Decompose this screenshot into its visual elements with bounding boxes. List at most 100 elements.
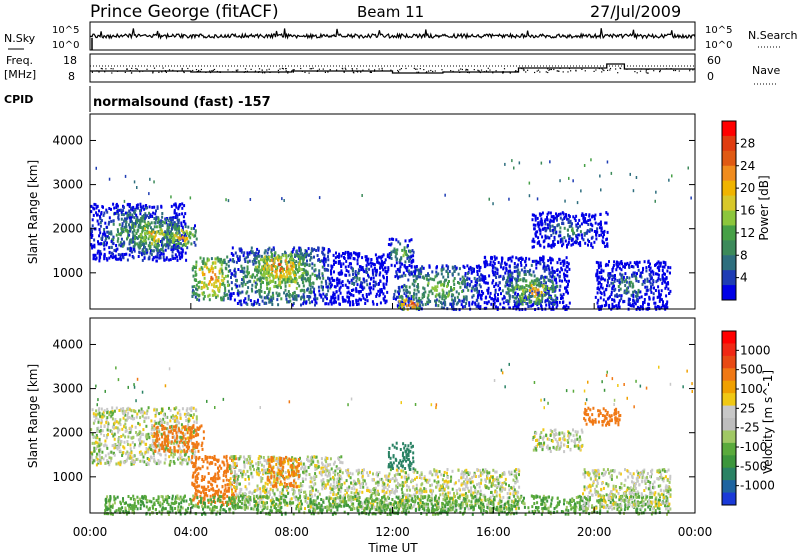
heatmap-cell (440, 306, 443, 310)
heatmap-cell (447, 272, 450, 276)
heatmap-cell (571, 222, 573, 226)
heatmap-cell (106, 421, 109, 425)
heatmap-cell (583, 164, 586, 167)
heatmap-cell (333, 278, 336, 282)
heatmap-cell (378, 261, 381, 265)
heatmap-cell (369, 288, 372, 292)
heatmap-cell (241, 270, 244, 273)
heatmap-cell (122, 256, 125, 260)
heatmap-cell (586, 229, 589, 233)
heatmap-cell (477, 304, 480, 308)
heatmap-cell (133, 417, 136, 421)
heatmap-cell (182, 239, 185, 242)
heatmap-cell (156, 253, 159, 257)
heatmap-cell (144, 222, 147, 226)
heatmap-cell (127, 202, 130, 206)
heatmap-cell (624, 262, 627, 266)
heatmap-cell (211, 270, 214, 274)
heatmap-cell (358, 254, 361, 258)
heatmap-cell (154, 233, 157, 237)
heatmap-cell (219, 267, 222, 271)
nave-dot (477, 69, 479, 71)
heatmap-cell (369, 261, 372, 265)
heatmap-cell (312, 281, 315, 285)
heatmap-cell (191, 267, 194, 271)
heatmap-cell (541, 284, 544, 287)
heatmap-cell (658, 299, 661, 303)
heatmap-cell (422, 286, 425, 290)
heatmap-cell (133, 246, 136, 249)
heatmap-cell (356, 258, 359, 262)
heatmap-cell (349, 303, 352, 307)
heatmap-cell (293, 294, 296, 298)
heatmap-cell (324, 260, 327, 264)
heatmap-cell (126, 247, 129, 251)
heatmap-cell (120, 244, 123, 248)
heatmap-cell (176, 224, 179, 228)
heatmap-cell (168, 223, 171, 227)
heatmap-cell (275, 275, 278, 278)
heatmap-cell (410, 295, 413, 298)
heatmap-cell (163, 235, 166, 239)
nave-dot (254, 70, 257, 72)
heatmap-cell (272, 263, 275, 267)
heatmap-cell (256, 300, 259, 304)
heatmap-cell (291, 295, 294, 299)
heatmap-cell (620, 294, 623, 298)
heatmap-cell (535, 259, 538, 263)
heatmap-cell (444, 301, 447, 304)
heatmap-cell (309, 258, 312, 262)
heatmap-cell (202, 297, 205, 301)
heatmap-cell (562, 212, 565, 216)
heatmap-cell (525, 284, 528, 288)
heatmap-cell (95, 430, 98, 434)
heatmap-cell (435, 274, 438, 278)
heatmap-cell (596, 291, 599, 295)
heatmap-cell (159, 452, 161, 456)
heatmap-cell (125, 452, 127, 456)
heatmap-cell (143, 220, 146, 223)
heatmap-cell (405, 290, 408, 294)
heatmap-cell (598, 271, 601, 275)
nave-dot (653, 70, 655, 72)
heatmap-cell (115, 211, 118, 215)
heatmap-cell (403, 246, 406, 250)
heatmap-cell (257, 269, 260, 273)
nave-dot (678, 70, 680, 72)
heatmap-cell (111, 241, 114, 245)
heatmap-cell (157, 442, 160, 445)
heatmap-cell (309, 284, 312, 288)
heatmap-cell (289, 299, 292, 303)
heatmap-cell (119, 232, 122, 236)
heatmap-cell (266, 251, 269, 255)
heatmap-cell (654, 199, 656, 203)
heatmap-cell (665, 294, 668, 298)
heatmap-cell (409, 306, 412, 310)
heatmap-cell (258, 249, 260, 253)
heatmap-cell (532, 245, 535, 249)
heatmap-cell (465, 295, 468, 299)
heatmap-cell (472, 294, 475, 298)
heatmap-cell (304, 277, 307, 281)
heatmap-cell (145, 224, 148, 228)
heatmap-cell (193, 285, 196, 288)
nave-dot (553, 68, 555, 71)
heatmap-cell (571, 229, 574, 233)
heatmap-cell (485, 306, 488, 310)
heatmap-cell (652, 278, 655, 282)
heatmap-cell (318, 196, 321, 200)
heatmap-cell (541, 222, 544, 226)
heatmap-cell (258, 303, 261, 306)
heatmap-cell (473, 276, 476, 280)
heatmap-cell (549, 301, 552, 305)
heatmap-cell (132, 234, 135, 238)
heatmap-cell (530, 263, 533, 267)
heatmap-cell (250, 287, 253, 291)
heatmap-cell (590, 158, 592, 162)
heatmap-cell (518, 161, 521, 165)
heatmap-cell (403, 251, 406, 255)
heatmap-cell (114, 445, 117, 449)
heatmap-cell (202, 261, 205, 265)
heatmap-cell (185, 428, 188, 432)
heatmap-cell (124, 174, 127, 178)
